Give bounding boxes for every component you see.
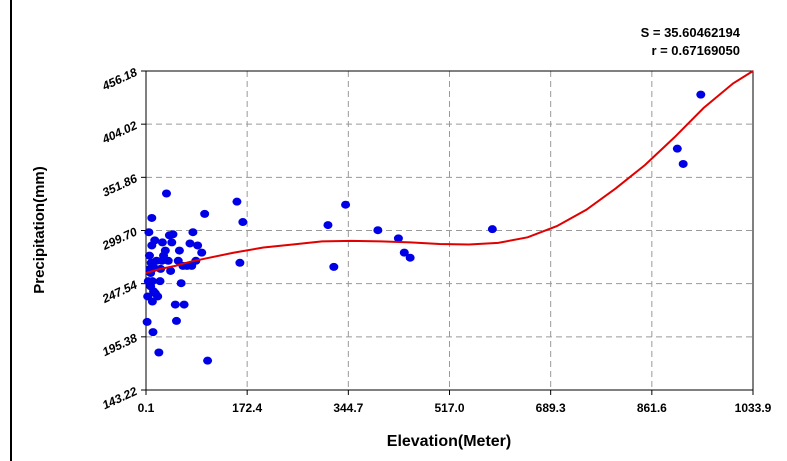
data-point	[185, 239, 195, 248]
data-point	[678, 159, 688, 168]
grid-lines	[146, 71, 753, 390]
data-point	[235, 258, 245, 267]
data-point	[672, 144, 682, 153]
y-tick-label: 143.22	[100, 384, 139, 412]
data-point	[399, 248, 409, 257]
data-point	[203, 356, 213, 365]
data-point	[188, 228, 198, 237]
data-point	[155, 277, 165, 286]
stat-s-label: S = 35.60462194	[641, 25, 741, 40]
data-point	[167, 238, 177, 247]
y-axis-label: Precipitation(mm)	[31, 166, 48, 294]
x-tick-label: 517.0	[434, 401, 464, 415]
x-tick-label: 344.7	[333, 401, 363, 415]
x-tick-label: 861.6	[637, 401, 667, 415]
data-point	[373, 226, 383, 235]
data-point	[200, 209, 210, 218]
data-point	[163, 256, 173, 265]
x-axis-label: Elevation(Meter)	[387, 433, 511, 450]
data-point	[157, 238, 167, 247]
data-point	[147, 297, 157, 306]
data-point	[147, 277, 157, 286]
left-border-line	[10, 0, 12, 461]
data-point	[144, 251, 154, 260]
data-point	[160, 246, 170, 255]
data-point	[161, 189, 171, 198]
data-points	[142, 90, 706, 365]
data-point	[405, 253, 415, 262]
data-point	[147, 213, 157, 222]
x-tick-label: 689.3	[536, 401, 566, 415]
data-point	[150, 236, 160, 245]
y-tick-label: 247.54	[99, 278, 139, 307]
stat-r-label: r = 0.67169050	[651, 43, 740, 58]
data-point	[142, 317, 152, 326]
y-tick-label: 351.86	[100, 171, 139, 199]
data-point	[193, 241, 203, 250]
data-point	[232, 197, 242, 206]
y-tick-label: 299.70	[99, 224, 139, 253]
data-point	[197, 248, 207, 257]
y-axis-ticks: 143.22 195.38 247.54 299.70 351.86 404.02 456.…	[99, 65, 146, 412]
data-point	[179, 300, 189, 309]
data-point	[144, 228, 154, 237]
data-point	[168, 230, 178, 239]
x-axis-ticks: 0.1 172.4 344.7 517.0 689.3 861.6 1033.9	[138, 390, 772, 415]
fit-curve	[145, 70, 754, 274]
data-point	[696, 90, 706, 99]
data-point	[174, 246, 184, 255]
data-point	[341, 200, 351, 209]
y-tick-label: 195.38	[100, 331, 139, 359]
data-point	[154, 348, 164, 357]
data-point	[487, 225, 497, 234]
data-point	[238, 218, 248, 227]
data-point	[323, 221, 333, 230]
data-point	[166, 266, 176, 275]
y-tick-label: 404.02	[99, 118, 139, 147]
data-point	[153, 292, 163, 301]
y-tick-label: 456.18	[99, 65, 139, 94]
data-point	[329, 262, 339, 271]
x-tick-label: 1033.9	[735, 401, 772, 415]
x-tick-label: 0.1	[138, 401, 155, 415]
data-point	[176, 279, 186, 288]
data-point	[393, 234, 403, 243]
data-point	[171, 316, 181, 325]
x-tick-label: 172.4	[232, 401, 262, 415]
data-point	[148, 328, 158, 337]
data-point	[170, 300, 180, 309]
